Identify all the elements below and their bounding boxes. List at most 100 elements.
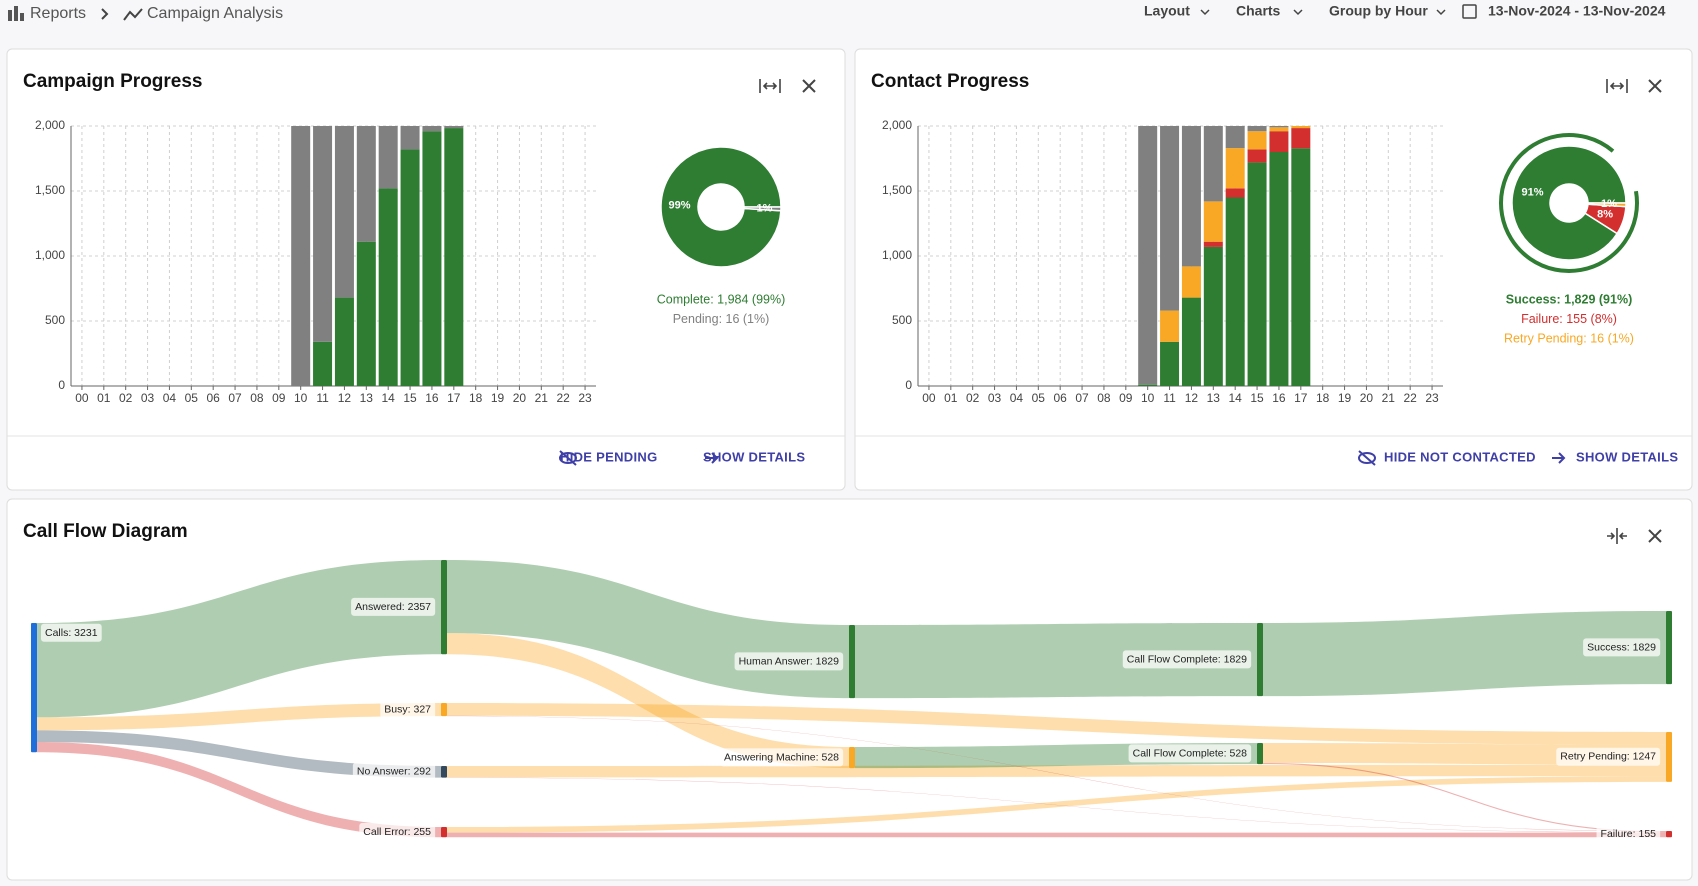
node-label-box: Success: 1829 xyxy=(1583,638,1661,657)
x-tick-label: 16 xyxy=(1272,391,1286,405)
icon xyxy=(1552,452,1566,464)
bar-segment xyxy=(356,241,376,386)
button-label: HIDE PENDING xyxy=(560,449,658,464)
x-tick-label: 02 xyxy=(119,391,133,405)
flow-link xyxy=(447,703,1666,745)
flow-link xyxy=(447,764,1666,778)
card-title: Contact Progress xyxy=(871,71,1029,92)
close-button[interactable] xyxy=(1648,79,1662,93)
node xyxy=(1257,623,1263,697)
bar-segment xyxy=(1247,162,1267,386)
toolbar-item[interactable]: Layout xyxy=(1144,3,1190,19)
node-label: Failure: 155 xyxy=(1601,828,1657,840)
x-tick-label: 20 xyxy=(513,391,527,405)
collapse-button[interactable] xyxy=(1607,528,1627,544)
bar-segment xyxy=(422,131,442,386)
icon xyxy=(1648,529,1662,543)
header: Reports Campaign Analysis Layout Charts … xyxy=(8,3,1666,22)
bar-segment xyxy=(400,126,420,150)
legend-entry: Pending: 16 (1%) xyxy=(673,312,770,326)
bar-segment xyxy=(1247,131,1267,150)
x-tick-label: 07 xyxy=(1075,391,1089,405)
label-bg xyxy=(1556,747,1661,766)
x-tick-label: 11 xyxy=(316,391,329,405)
bar-segment xyxy=(1203,201,1223,242)
y-tick-label: 500 xyxy=(892,313,912,327)
bar-segment xyxy=(1160,341,1180,386)
bar-segment xyxy=(1160,310,1180,342)
icon xyxy=(559,452,577,464)
flow-link xyxy=(37,742,441,838)
x-tick-label: 15 xyxy=(403,391,417,405)
slice-label: 8% xyxy=(1597,209,1613,221)
node-label-box: Retry Pending: 1247 xyxy=(1556,747,1661,766)
icon xyxy=(123,8,143,21)
expand-button[interactable] xyxy=(1606,79,1628,93)
label-bg xyxy=(1128,744,1252,763)
node xyxy=(849,747,855,769)
y-tick-label: 2,000 xyxy=(882,118,912,132)
bar-segment xyxy=(1160,126,1180,311)
icon xyxy=(759,79,781,93)
pie-slice xyxy=(1511,145,1627,261)
bar-segment xyxy=(378,188,398,386)
x-tick-label: 13 xyxy=(360,391,374,405)
x-tick-label: 20 xyxy=(1360,391,1374,405)
y-tick-label: 1,500 xyxy=(35,183,65,197)
bar-segment xyxy=(1225,148,1245,189)
flow-link xyxy=(447,832,1666,838)
x-tick-label: 22 xyxy=(1404,391,1418,405)
x-tick-label: 15 xyxy=(1250,391,1264,405)
flow-link xyxy=(447,633,849,769)
expand-button[interactable] xyxy=(759,79,781,93)
button[interactable]: SHOW DETAILS xyxy=(1552,449,1678,464)
breadcrumb[interactable]: Reports xyxy=(30,5,86,22)
toolbar-item[interactable]: Charts xyxy=(1236,3,1281,19)
icon xyxy=(14,6,18,21)
y-tick-label: 1,500 xyxy=(882,183,912,197)
node-label: Answering Machine: 528 xyxy=(724,751,839,763)
node-label-box: Busy: 327 xyxy=(380,700,436,719)
bar-segment xyxy=(1269,131,1289,152)
button-label: SHOW DETAILS xyxy=(703,449,805,464)
icon xyxy=(1607,528,1627,544)
y-tick-label: 1,000 xyxy=(882,248,912,262)
node-label-box: Answering Machine: 528 xyxy=(720,748,844,767)
node-label-box: Call Flow Complete: 528 xyxy=(1128,744,1252,763)
outer-ring xyxy=(1499,133,1639,273)
x-tick-label: 03 xyxy=(141,391,155,405)
node-label-box: Call Error: 255 xyxy=(359,822,436,841)
x-tick-label: 02 xyxy=(966,391,980,405)
bar-segment xyxy=(356,126,376,242)
node-label-box: Human Answer: 1829 xyxy=(734,652,844,671)
button[interactable]: HIDE NOT CONTACTED xyxy=(1358,449,1536,466)
icon xyxy=(1358,450,1376,466)
label-bg xyxy=(720,748,844,767)
node xyxy=(1257,743,1263,765)
toolbar-item[interactable]: Group by Hour xyxy=(1329,3,1428,19)
close-button[interactable] xyxy=(802,79,816,93)
node xyxy=(1666,831,1672,838)
chevron xyxy=(1436,9,1446,16)
flow-link xyxy=(37,730,441,778)
x-tick-label: 23 xyxy=(578,391,592,405)
breadcrumb: Campaign Analysis xyxy=(147,5,283,22)
button[interactable]: HIDE PENDING xyxy=(559,449,658,466)
bar-segment xyxy=(1203,241,1223,247)
card-title: Call Flow Diagram xyxy=(23,521,188,542)
y-tick-label: 2,000 xyxy=(35,118,65,132)
chevron xyxy=(1293,9,1303,16)
x-tick-label: 06 xyxy=(207,391,221,405)
x-tick-label: 12 xyxy=(338,391,352,405)
pie-slice xyxy=(660,146,782,268)
button[interactable]: SHOW DETAILS xyxy=(703,449,805,464)
icon xyxy=(20,13,24,21)
node-label: No Answer: 292 xyxy=(357,766,431,778)
bar-segment xyxy=(1269,152,1289,386)
bar-segment xyxy=(1247,149,1267,163)
label-bg xyxy=(1596,824,1661,843)
slice-label: 1% xyxy=(1601,198,1617,210)
date-range[interactable]: 13-Nov-2024 - 13-Nov-2024 xyxy=(1488,3,1666,19)
bar-segment xyxy=(1138,384,1158,386)
close-button[interactable] xyxy=(1648,529,1662,543)
